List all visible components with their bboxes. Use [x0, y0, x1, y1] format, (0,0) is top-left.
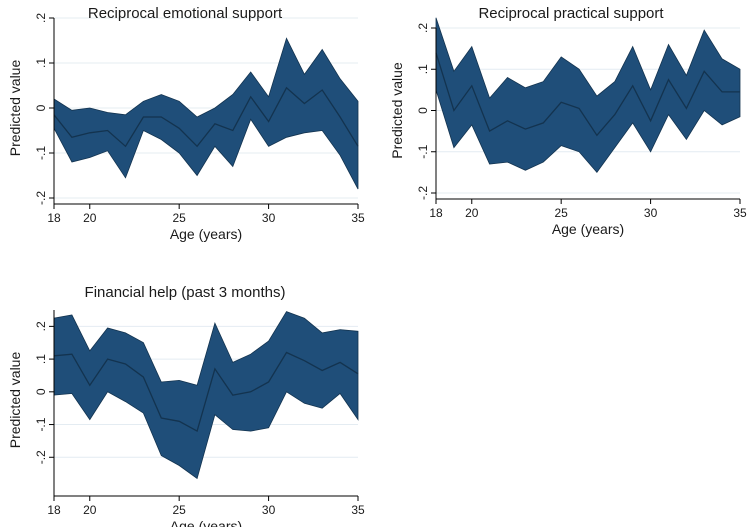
chart-panel-3: -.2 -.1 0 .1 .2 18 20 25 30 35 Age (years) Predicte… [7, 284, 365, 527]
x-tick-label: 35 [351, 211, 365, 225]
chart-panel-2: -.2 -.1 0 .1 .2 18 20 25 30 35 Age (years) Predicte… [389, 5, 747, 237]
y-axis-label: Predicted value [7, 60, 23, 157]
confidence-band [53, 311, 359, 480]
x-tick-label: 18 [47, 211, 61, 225]
confidence-band [435, 17, 741, 174]
x-axis-label: Age (years) [170, 518, 242, 527]
y-tick-label: -.1 [34, 417, 48, 431]
y-tick-label: .2 [34, 321, 48, 331]
estimate-line [53, 86, 359, 148]
estimate-line [53, 351, 359, 433]
y-axis-label: Predicted value [7, 352, 23, 449]
y-tick-label: .2 [34, 13, 48, 23]
x-tick-label: 25 [172, 503, 186, 517]
x-tick-label: 25 [554, 206, 568, 220]
x-tick-label: 35 [351, 503, 365, 517]
estimate-line [435, 52, 740, 137]
confidence-band [53, 37, 359, 190]
y-tick-label: -.2 [416, 186, 430, 200]
y-tick-label: .1 [416, 64, 430, 74]
chart-title: Reciprocal practical support [478, 5, 664, 22]
x-tick-label: 20 [83, 503, 97, 517]
y-tick-label: -.2 [34, 191, 48, 205]
x-tick-label: 18 [47, 503, 61, 517]
chart-title: Financial help (past 3 months) [85, 284, 286, 301]
x-axis-label: Age (years) [552, 221, 624, 237]
y-axis-label: Predicted value [389, 62, 405, 159]
y-tick-label: -.2 [34, 450, 48, 464]
x-tick-label: 20 [83, 211, 97, 225]
y-tick-label: .1 [34, 58, 48, 68]
x-tick-label: 30 [262, 503, 276, 517]
x-tick-label: 30 [262, 211, 276, 225]
y-tick-label: 0 [416, 107, 430, 114]
y-tick-label: 0 [34, 104, 48, 111]
x-tick-label: 30 [644, 206, 658, 220]
x-axis-label: Age (years) [170, 226, 242, 242]
x-tick-label: 18 [429, 206, 443, 220]
y-tick-label: -.1 [34, 146, 48, 160]
y-tick-label: -.1 [416, 144, 430, 158]
x-tick-label: 20 [465, 206, 479, 220]
x-tick-label: 25 [172, 211, 186, 225]
chart-panel-1: -.2 -.1 0 .1 .2 18 20 25 30 35 Age (years) Predicte… [7, 5, 365, 242]
y-tick-label: .2 [416, 23, 430, 33]
chart-title: Reciprocal emotional support [88, 5, 283, 22]
y-tick-label: 0 [34, 388, 48, 395]
y-tick-label: .1 [34, 354, 48, 364]
x-tick-label: 35 [733, 206, 747, 220]
